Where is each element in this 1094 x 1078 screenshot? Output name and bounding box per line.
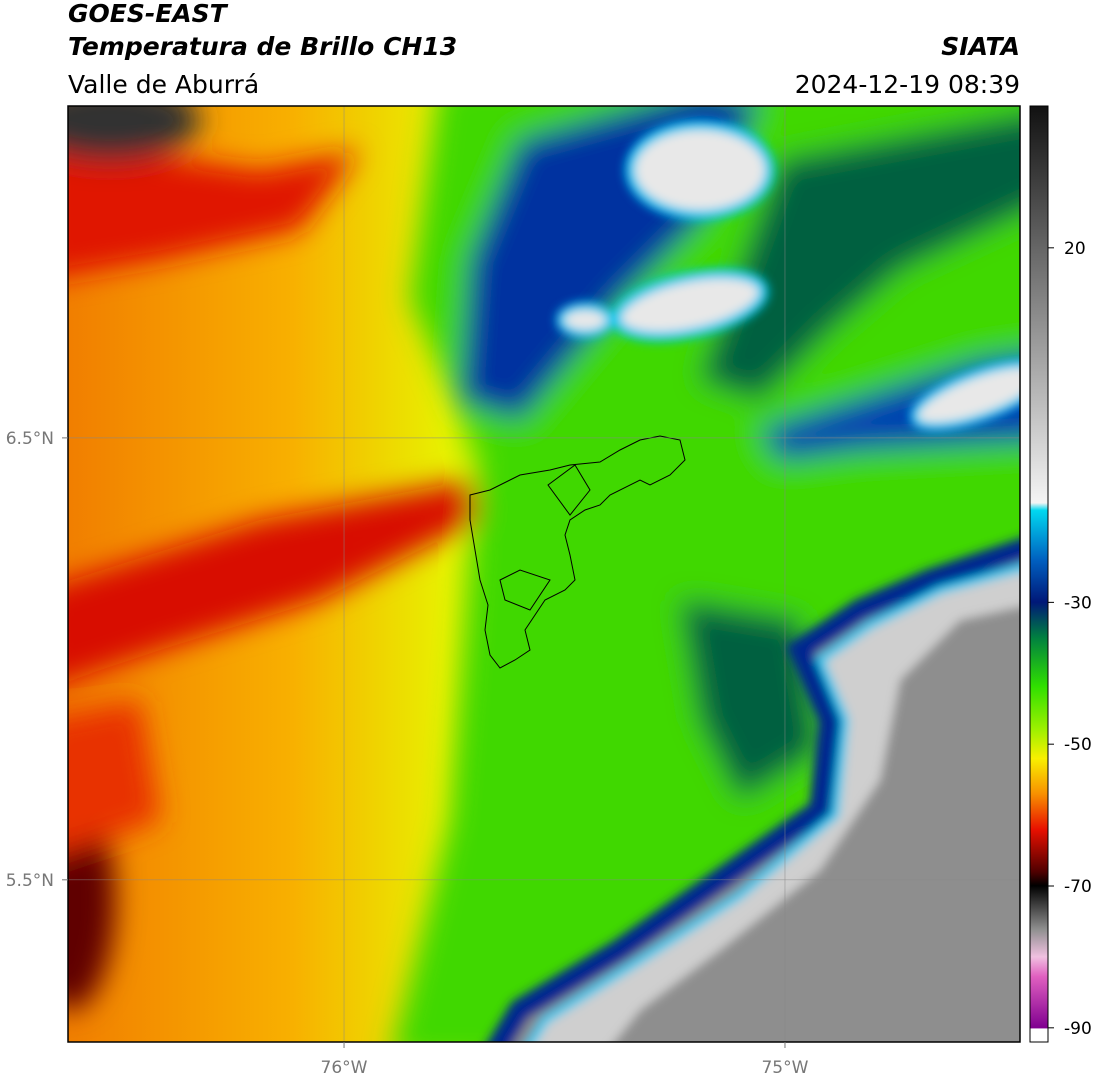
colorbar-tick-label: -90 [1064,1019,1092,1039]
cloud [614,606,1020,1042]
source: SIATA [941,32,1020,61]
cloud [625,120,775,220]
cloud-tops [487,120,1020,1042]
x-tick-label: 76°W [321,1058,368,1078]
y-tick-label: 5.5°N [6,871,54,891]
cold-area [68,700,160,851]
valley-outline [469,435,686,669]
colorbar-tick-label: 20 [1064,239,1086,259]
grid [68,106,1020,1042]
cloud [909,359,1020,431]
colorbar-tick-label: -70 [1064,877,1092,897]
cloud [611,268,769,342]
blue-area [700,115,1020,400]
colorbar [1029,105,1049,1043]
colorbar-tick-label: -50 [1064,735,1092,755]
datetime: 2024-12-19 08:39 [795,70,1020,99]
x-tick-label: 75°W [761,1058,808,1078]
cold-area [68,106,200,160]
title: GOES-EAST [68,0,229,28]
map-frame [67,105,1021,1043]
region: Valle de Aburrá [68,70,259,99]
satellite-image [68,106,1020,1042]
y-tick-label: 6.5°N [6,429,54,449]
subtitle: Temperatura de Brillo CH13 [68,32,457,61]
colorbar-tick-label: -30 [1064,593,1092,613]
cold-area [68,143,360,276]
cold-area [68,480,480,681]
cloud [556,302,614,338]
